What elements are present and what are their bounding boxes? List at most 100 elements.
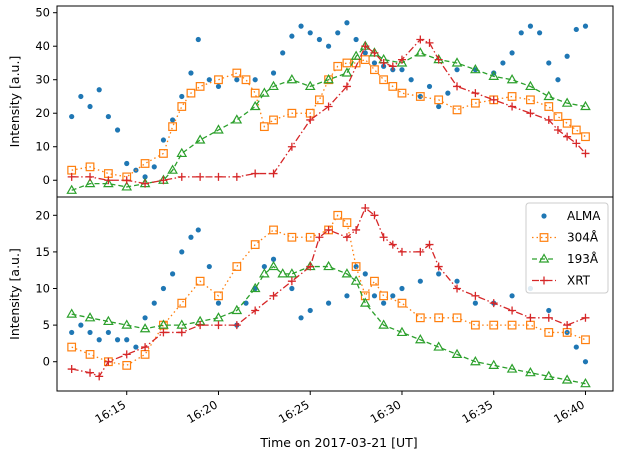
data-point-0-1-4: [140, 159, 150, 168]
data-point-1-0-33: [417, 278, 423, 284]
data-point-1-0-8: [142, 315, 148, 321]
data-point-0-3-20: [397, 55, 406, 64]
data-point-0-0-39: [454, 67, 460, 73]
data-point-1-1-24: [452, 313, 462, 323]
data-point-0-2-16: [323, 74, 334, 84]
data-point-1-0-20: [261, 263, 267, 270]
data-point-1-0-29: [371, 293, 378, 299]
data-point-1-3-8: [196, 321, 205, 330]
data-point-1-3-1: [86, 368, 95, 377]
data-point-1-3-19: [361, 203, 370, 212]
data-point-0-0-6: [124, 160, 130, 167]
data-point-0-2-14: [286, 74, 298, 84]
data-point-1-2-16: [323, 260, 334, 271]
data-point-0-2-17: [341, 67, 353, 77]
data-point-1-0-21: [270, 256, 277, 262]
legend-label-1: 304Å: [567, 230, 599, 245]
data-point-0-1-5: [159, 149, 168, 158]
data-point-1-0-16: [215, 300, 222, 306]
data-point-0-2-8: [194, 134, 206, 144]
data-point-1-0-14: [195, 227, 201, 233]
data-point-1-3-30: [508, 306, 517, 315]
data-point-0-2-7: [176, 147, 188, 158]
data-point-0-0-22: [298, 23, 304, 29]
y-tick-label-1-0: 0: [43, 355, 50, 369]
data-point-1-1-1: [85, 349, 95, 359]
x-axis-label: Time on 2017-03-21 [UT]: [259, 435, 417, 450]
legend-label-3: XRT: [567, 274, 591, 288]
panel-bottom: 0 5 10 15 20 Intensity [a.u.]: [7, 196, 614, 392]
legend-label-0: ALMA: [567, 209, 601, 223]
marks-bottom: [66, 203, 591, 388]
series-0-2: [66, 40, 591, 194]
data-point-0-1-33: [507, 92, 517, 101]
data-point-1-2-24: [451, 348, 463, 358]
legend-marker-3: [540, 276, 548, 285]
data-point-0-1-6: [168, 122, 178, 132]
data-point-0-1-25: [379, 75, 389, 85]
data-point-1-1-10: [250, 240, 260, 249]
data-point-1-3-29: [489, 299, 498, 308]
data-point-0-3-25: [471, 89, 480, 98]
data-point-0-3-5: [159, 176, 168, 185]
data-point-1-3-28: [471, 291, 480, 300]
data-point-0-3-12: [287, 142, 296, 151]
legend-items: ALMA 304Å 193Å XRT: [532, 209, 601, 288]
data-point-0-2-23: [414, 47, 426, 57]
data-point-0-3-31: [563, 132, 572, 141]
data-point-0-1-16: [287, 108, 297, 118]
data-point-1-3-34: [581, 313, 590, 322]
data-point-0-0-5: [114, 127, 121, 133]
data-point-1-1-0: [67, 342, 77, 352]
panel-bottom-frame: [56, 196, 614, 392]
data-point-1-0-0: [69, 329, 75, 336]
data-point-1-3-0: [67, 365, 76, 374]
data-point-1-3-15: [315, 233, 324, 242]
legend-marker-0: [541, 213, 547, 219]
data-point-0-1-37: [562, 118, 572, 128]
data-point-0-0-25: [325, 43, 332, 49]
data-point-1-0-6: [124, 337, 130, 343]
data-point-1-2-0: [66, 308, 78, 318]
data-point-1-2-9: [231, 304, 243, 315]
data-point-0-0-47: [546, 60, 552, 66]
data-point-1-1-23: [434, 313, 444, 323]
data-point-0-3-17: [370, 48, 379, 57]
data-point-1-0-25: [325, 300, 332, 306]
data-point-0-2-6: [167, 164, 178, 174]
data-point-0-1-9: [195, 82, 205, 91]
data-point-1-0-27: [353, 263, 359, 270]
data-point-0-1-36: [553, 112, 563, 121]
data-point-0-1-8: [186, 88, 196, 98]
data-point-0-0-46: [537, 30, 543, 36]
data-point-0-1-14: [259, 122, 269, 132]
data-point-1-3-14: [306, 262, 315, 271]
data-point-1-1-16: [342, 218, 352, 228]
data-point-0-0-13: [188, 70, 194, 76]
data-point-1-1-17: [351, 262, 361, 271]
data-point-1-2-14: [286, 268, 298, 278]
data-point-0-1-15: [269, 115, 278, 125]
data-point-0-1-30: [452, 105, 462, 115]
data-point-0-3-3: [122, 176, 131, 185]
data-point-0-2-18: [350, 50, 362, 60]
y-tick-label-1-3: 15: [35, 245, 50, 259]
data-point-0-2-10: [231, 114, 243, 124]
data-point-1-3-2: [95, 372, 104, 381]
data-point-0-0-3: [96, 87, 102, 93]
data-point-0-0-29: [362, 50, 368, 56]
data-point-0-3-24: [453, 82, 462, 91]
data-point-0-3-22: [425, 38, 434, 47]
data-point-1-2-25: [470, 356, 481, 366]
data-point-0-1-21: [342, 58, 352, 68]
data-point-0-3-10: [251, 169, 260, 178]
data-point-0-0-28: [353, 36, 359, 43]
data-point-1-2-19: [359, 297, 371, 307]
y-tick-label-1-2: 10: [35, 282, 50, 296]
data-point-0-2-15: [304, 80, 316, 91]
data-point-1-3-25: [425, 240, 434, 249]
data-point-1-2-20: [378, 319, 389, 329]
data-point-0-1-26: [388, 82, 398, 91]
data-point-1-2-8: [213, 312, 224, 322]
data-point-0-0-2: [87, 103, 93, 110]
